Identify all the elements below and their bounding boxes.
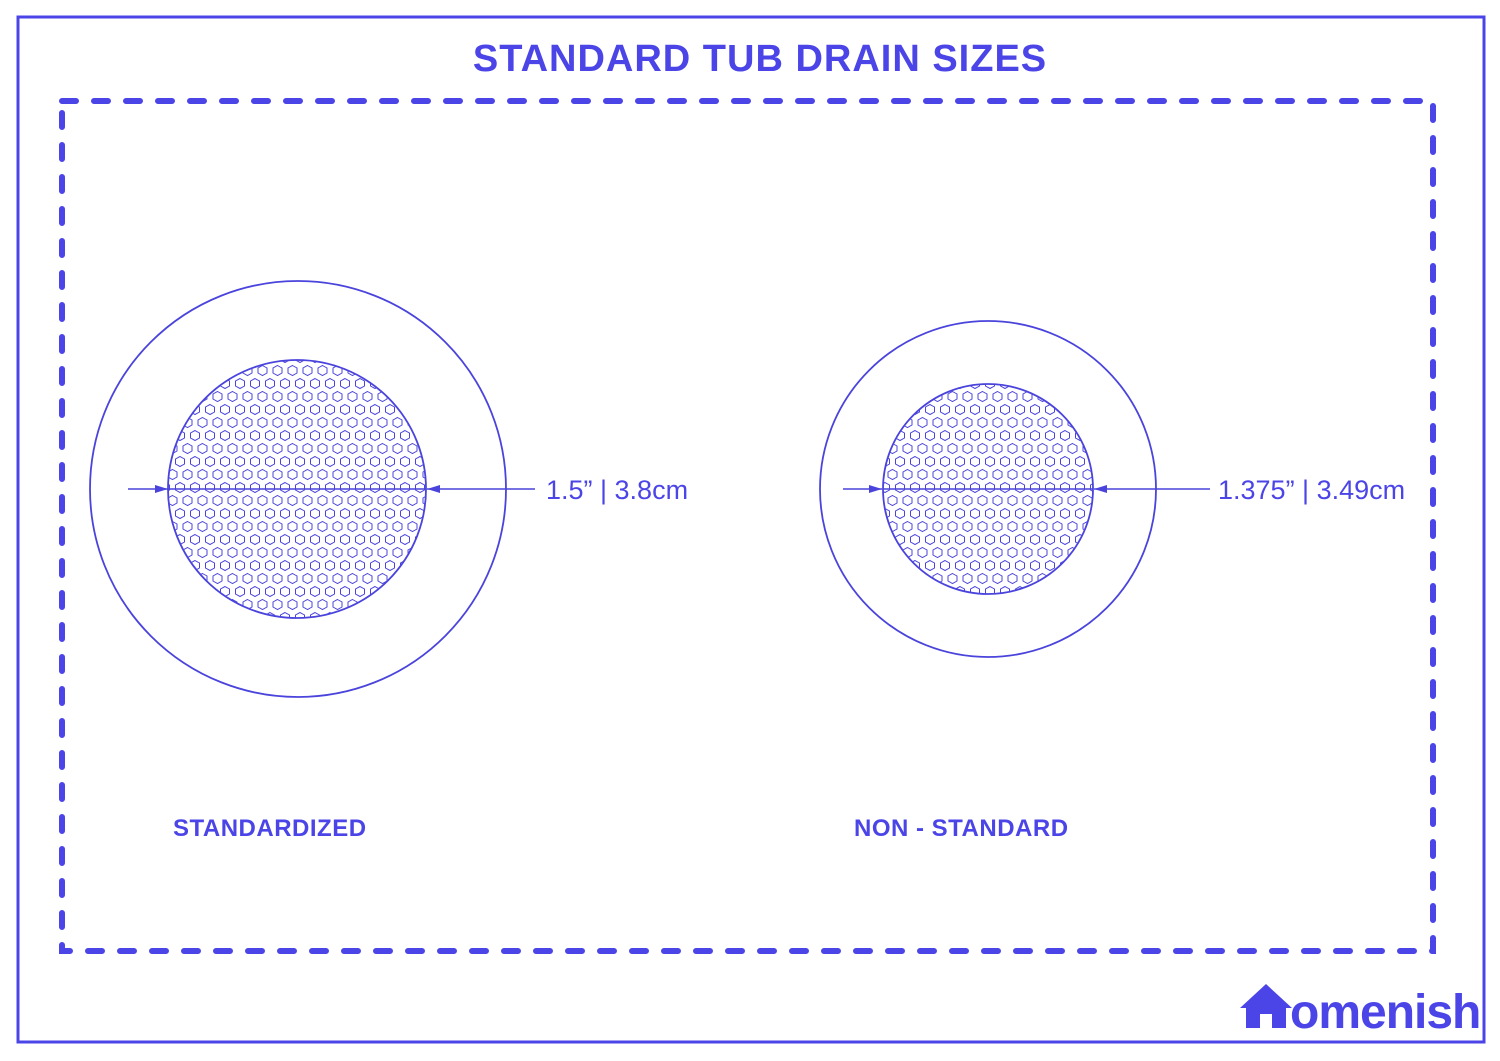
dashed-border [59,98,1436,954]
drain-caption: NON - STANDARD [854,815,1069,842]
outer-frame [16,15,1486,1044]
dimension-label: 1.375” | 3.49cm [1218,475,1405,505]
drain-caption: STANDARDIZED [173,815,367,842]
brand-name: omenish [1290,986,1480,1039]
page-title: STANDARD TUB DRAIN SIZES [473,38,1047,80]
standard-drain: 1.5” | 3.8cm [89,280,688,698]
non-standard-drain: 1.375” | 3.49cm [819,320,1405,658]
dimension-label: 1.5” | 3.8cm [546,475,688,505]
brand-logo: omenish [1240,984,1481,1039]
house-icon [1240,984,1292,1028]
